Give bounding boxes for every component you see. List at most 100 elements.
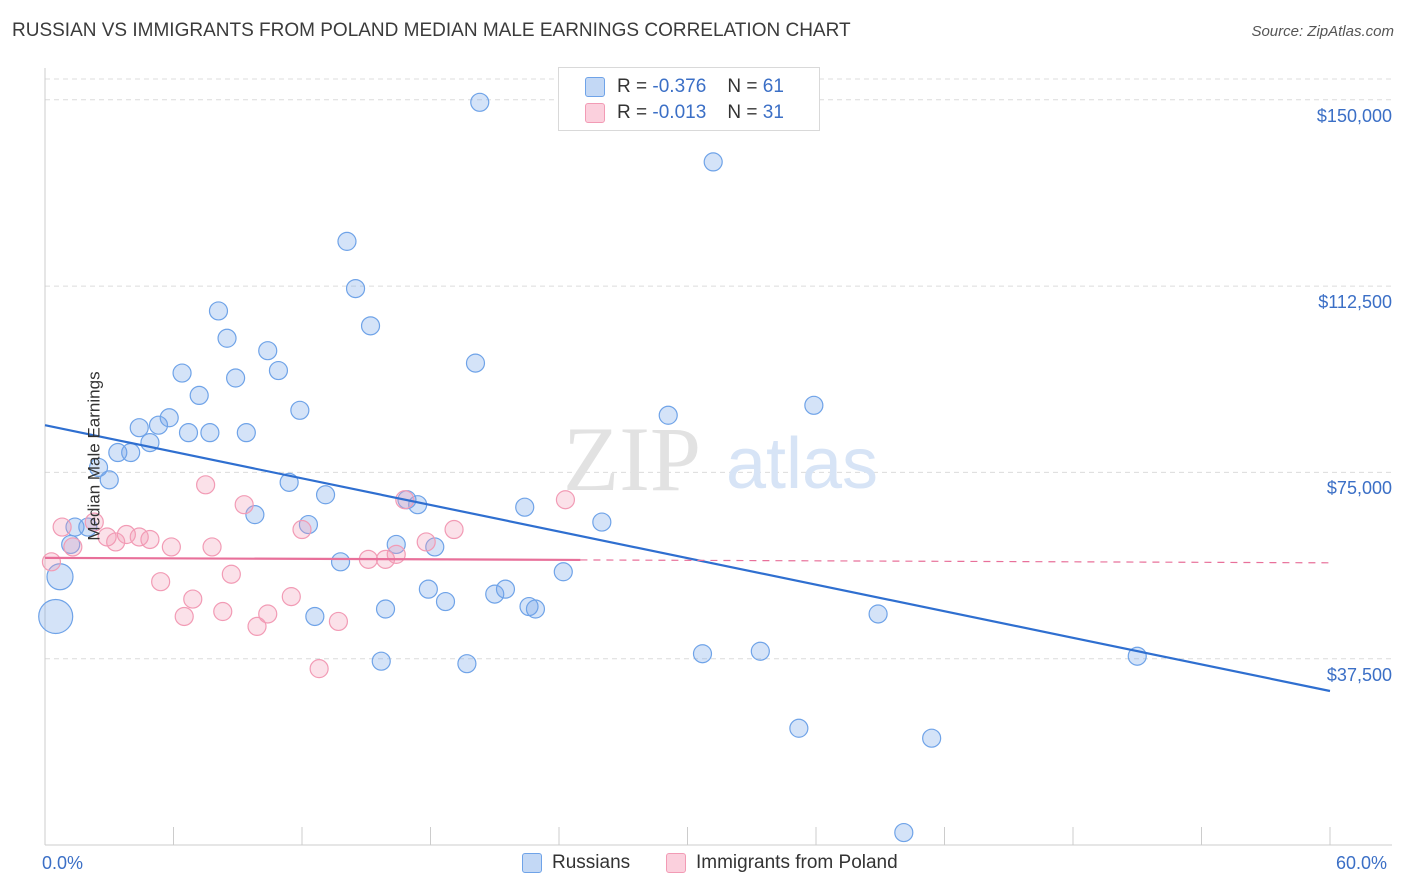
russians-point [592,512,612,532]
russians-point [172,363,192,383]
russians-point [268,360,289,381]
series-legend: Russians Immigrants from Poland [0,852,1406,876]
russians-point [279,472,299,492]
russians-point [922,728,942,748]
poland-point [328,611,349,632]
russians-point [337,231,357,251]
poland-point [174,606,194,627]
russians-point [217,328,237,348]
r-value: -0.013 [652,102,707,123]
r-label: R = [617,102,648,123]
russians-point [485,584,505,604]
n-label: N = [727,76,758,97]
russians-point [804,395,824,415]
russians-point [148,415,169,435]
poland-point [52,517,72,537]
russians-point [703,152,723,172]
poland-point [444,519,464,540]
legend-label-poland: Immigrants from Poland [696,852,898,873]
poland-point [234,495,254,515]
legend-row-poland: R = -0.013 N = 31 [585,101,784,125]
stats-legend: R = -0.376 N = 61 R = -0.013 N = 31 [558,67,820,131]
scatter-points [38,92,1147,843]
poland-point [84,512,104,532]
poland-point [386,544,406,564]
russians-point [38,598,74,635]
russians-point [129,418,149,438]
russians-point [371,651,391,671]
poland-point [292,519,312,540]
poland-legend-icon [666,853,686,873]
y-axis-label: Median Male Earnings [84,371,104,541]
russians-point [345,278,366,299]
russians-point [315,485,336,505]
y-tick-label: $37,500 [1326,664,1392,685]
legend-item-poland[interactable]: Immigrants from Poland [666,852,898,874]
poland-point [106,532,126,552]
russians-point [305,606,325,627]
russians-point [200,423,220,443]
russians-point [226,368,246,388]
r-value: -0.376 [652,76,707,97]
trend-lines [44,424,1331,693]
poland-trend-extension [580,559,1331,564]
chart-title: RUSSIAN VS IMMIGRANTS FROM POLAND MEDIAN… [12,20,851,41]
poland-point [555,490,576,510]
russians-point [457,654,477,674]
poland-point [161,537,181,557]
legend-label-russians: Russians [552,852,631,873]
poland-point [416,532,436,552]
n-value: 61 [762,76,784,97]
russians-point [418,579,438,599]
russians-point [894,822,914,843]
legend-row-russians: R = -0.376 N = 61 [585,75,784,99]
russians-trend-line [44,424,1331,693]
russians-point [189,385,209,406]
russians-point [208,301,229,321]
russians-point [553,562,573,582]
russians-point [750,641,770,661]
russians-point [298,514,319,535]
russians-point [868,604,888,624]
russians-point [658,405,678,425]
poland-point [281,587,301,607]
legend-item-russians[interactable]: Russians [522,852,630,874]
poland-point [258,604,278,624]
russians-point [290,400,310,420]
russians-point [386,534,406,555]
russians-point [121,442,141,463]
russians-point [435,591,456,612]
poland-point [183,589,203,609]
source-note: Source: ZipAtlas.com [1251,23,1394,40]
poland-point [247,616,267,637]
russians-swatch-icon [585,77,605,97]
r-label: R = [617,76,648,97]
y-tick-label: $75,000 [1326,478,1392,499]
y-tick-label: $150,000 [1316,105,1392,126]
poland-point [41,552,62,572]
russians-point [236,423,256,443]
poland-point [63,537,83,557]
y-tick-label: $112,500 [1318,292,1392,313]
poland-point [213,601,233,622]
poland-point [140,529,160,550]
n-value: 31 [762,102,784,123]
n-label: N = [727,102,758,123]
watermark-atlas: atlas [726,424,878,504]
russians-point [470,92,490,112]
russians-point [692,644,713,664]
russians-point [525,599,546,619]
russians-legend-icon [522,853,542,873]
russians-point [495,579,516,599]
russians-point [159,408,179,428]
russians-point [465,353,486,373]
russians-point [245,505,265,525]
poland-point [221,564,241,584]
russians-point [258,341,278,361]
russians-point [515,497,535,517]
watermark-zip: ZIP [563,408,701,510]
russians-point [375,599,396,619]
poland-point [202,537,222,557]
russians-point [789,718,809,738]
russians-point [88,457,109,478]
